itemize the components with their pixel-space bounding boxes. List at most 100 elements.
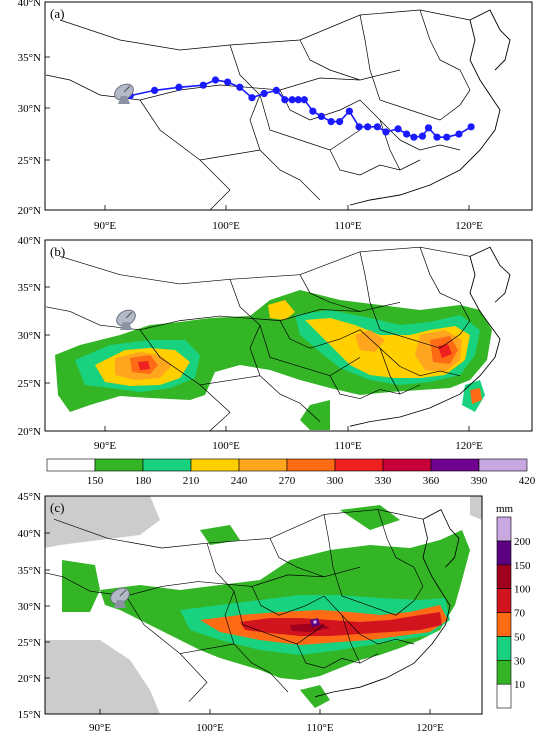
panel-a-label: (a): [50, 6, 64, 21]
track-point: [425, 124, 432, 131]
colorbar-horizontal: 150 180 210 240 270 300 330 360 390 420: [47, 459, 535, 487]
lon-label: 90°E: [89, 722, 111, 734]
lat-label: 25°N: [18, 155, 41, 167]
track-point: [346, 108, 353, 115]
track-point: [212, 76, 219, 83]
colorbar-vertical: mm 10 30 50 70 100 150 200: [496, 503, 531, 708]
lon-label: 110°E: [334, 220, 361, 232]
track-point: [433, 134, 440, 141]
colorbar-tick-label: 300: [327, 475, 344, 487]
colorbar-tick-label: 240: [231, 475, 248, 487]
track-point: [382, 128, 389, 135]
lat-label: 30°N: [18, 103, 41, 115]
track-point: [248, 94, 255, 101]
lat-label: 20°N: [18, 426, 41, 438]
panel-c: (c) 45°N 40°N 35°N 30°N 25°N 20°N 15°N 9…: [18, 491, 482, 734]
track-point: [309, 108, 316, 115]
panel-a-lon-axis: 90°E 100°E 110°E 120°E: [94, 205, 483, 232]
colorbar-unit: mm: [496, 503, 514, 515]
track-point: [151, 87, 158, 94]
track-point: [356, 123, 363, 130]
colorbar-tick-label: 10: [514, 679, 526, 691]
lon-label: 120°E: [455, 440, 483, 452]
lon-label: 90°E: [94, 440, 116, 452]
panel-a: (a) 40°N 35°N 30°N 25°N 20°N 90°E 100°E …: [18, 0, 532, 232]
colorbar-swatch: [191, 459, 239, 471]
colorbar-swatch: [383, 459, 431, 471]
panel-a-borders: [46, 10, 510, 210]
lat-label: 45°N: [18, 491, 41, 503]
track-point: [455, 130, 462, 137]
lon-label: 100°E: [196, 722, 224, 734]
colorbar-swatch: [479, 459, 527, 471]
colorbar-tick-label: 180: [135, 475, 152, 487]
lon-label: 120°E: [455, 220, 483, 232]
lat-label: 30°N: [18, 330, 41, 342]
colorbar-tick-label: 390: [471, 475, 488, 487]
colorbar-swatch: [95, 459, 143, 471]
colorbar-swatch: [497, 589, 511, 613]
track-point: [175, 84, 182, 91]
lat-label: 15°N: [18, 709, 41, 721]
colorbar-swatch: [497, 541, 511, 565]
panel-b-radar-icon: [114, 307, 138, 330]
lat-label: 40°N: [18, 235, 41, 247]
colorbar-tick-label: 200: [514, 536, 531, 548]
colorbar-swatch: [497, 684, 511, 708]
colorbar-swatch: [497, 565, 511, 589]
track-point: [364, 123, 371, 130]
panel-b-lon-axis: 90°E 100°E 110°E 120°E: [94, 426, 483, 452]
lon-label: 90°E: [94, 220, 116, 232]
lon-label: 120°E: [416, 722, 444, 734]
colorbar-tick-label: 420: [519, 475, 535, 487]
colorbar-swatch: [497, 636, 511, 660]
lat-label: 30°N: [18, 601, 41, 613]
track-point: [394, 125, 401, 132]
panel-a-radar-icon: [112, 81, 136, 104]
colorbar-tick-label: 360: [423, 475, 440, 487]
colorbar-tick-label: 330: [375, 475, 392, 487]
lat-label: 35°N: [18, 565, 41, 577]
colorbar-tick-label: 210: [183, 475, 200, 487]
colorbar-tick-label: 100: [514, 584, 531, 596]
panel-c-label: (c): [50, 500, 64, 515]
colorbar-tick-label: 50: [514, 631, 526, 643]
track-point: [336, 118, 343, 125]
colorbar-tick-label: 270: [279, 475, 296, 487]
track-point: [468, 123, 475, 130]
colorbar-tick-label: 150: [87, 475, 104, 487]
lat-label: 35°N: [18, 52, 41, 64]
track-point: [261, 90, 268, 97]
lat-label: 40°N: [18, 0, 41, 9]
track-point: [318, 113, 325, 120]
track-point: [419, 133, 426, 140]
panel-a-track: [127, 76, 475, 140]
track-point: [374, 123, 381, 130]
colorbar-swatch: [143, 459, 191, 471]
lat-label: 20°N: [18, 673, 41, 685]
colorbar-tick-label: 30: [514, 655, 526, 667]
lon-label: 110°E: [334, 440, 361, 452]
colorbar-swatch: [497, 660, 511, 684]
track-point: [273, 87, 280, 94]
colorbar-swatch: [497, 613, 511, 637]
colorbar-swatch: [431, 459, 479, 471]
colorbar-swatch: [239, 459, 287, 471]
colorbar-swatch: [497, 517, 511, 541]
track-point: [224, 78, 231, 85]
lat-label: 25°N: [18, 378, 41, 390]
track-point: [403, 130, 410, 137]
lat-label: 40°N: [18, 528, 41, 540]
colorbar-swatch: [47, 459, 95, 471]
lon-label: 110°E: [306, 722, 333, 734]
panel-b-label: (b): [50, 244, 65, 259]
colorbar-swatch: [335, 459, 383, 471]
track-point: [301, 96, 308, 103]
colorbar-tick-label: 70: [514, 608, 526, 620]
lat-label: 20°N: [18, 205, 41, 217]
track-point: [236, 84, 243, 91]
track-point: [443, 134, 450, 141]
lat-label: 25°N: [18, 637, 41, 649]
lat-label: 35°N: [18, 282, 41, 294]
